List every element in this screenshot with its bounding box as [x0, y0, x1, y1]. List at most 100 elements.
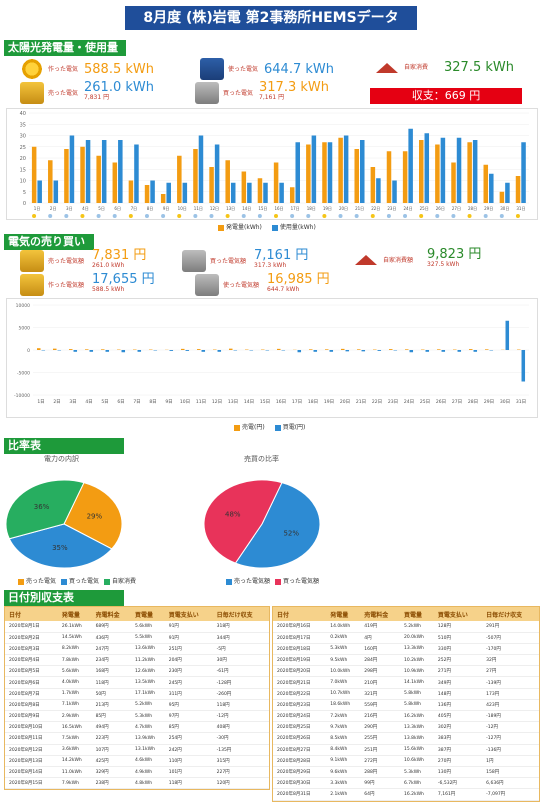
- weather-icon: [435, 214, 440, 218]
- table-row: 2020年8月9日 2.9kWh 85円 5.3kWh 97円 -12円: [5, 710, 269, 723]
- trade-bar-chart: -10000 -5000 0 5000 10000 1日 2日 3日 4日 5日 6日 7日 8日 9日 1…: [14, 303, 529, 405]
- bar-use: [295, 142, 300, 203]
- table-cell: 14.0kWh: [326, 621, 361, 633]
- bar-bought: [201, 350, 206, 352]
- bar-gen: [112, 162, 118, 203]
- legend-sold-label: 売電(円): [242, 424, 265, 431]
- self-money-label: 自家消費額: [383, 256, 414, 264]
- column-header: 日毎だけ収支: [212, 607, 269, 621]
- table-cell: 387円: [433, 744, 483, 756]
- use-value: 644.7 kWh: [264, 61, 334, 77]
- legend-use-label: 使用量(kWh): [279, 224, 316, 231]
- table-cell: 8.2kWh: [57, 643, 92, 656]
- cart-icon: [182, 250, 206, 272]
- table-cell: 128円: [433, 621, 483, 633]
- table-cell: 2020年8月31日: [273, 788, 327, 801]
- use-money-kwh: 644.7 kWh: [267, 286, 300, 293]
- table-cell: 419円: [360, 621, 400, 633]
- table-cell: 223円: [91, 732, 131, 745]
- table-cell: 4.8kWh: [131, 777, 165, 790]
- bar-bought: [345, 350, 350, 352]
- money-bag-icon: [20, 82, 44, 104]
- money-bag-icon: [20, 274, 44, 296]
- bar-bought: [137, 350, 142, 352]
- table-cell: 97円: [164, 710, 213, 723]
- bar-use: [69, 135, 75, 203]
- weather-icon: [144, 214, 149, 218]
- column-header: 買電支払い: [433, 607, 483, 621]
- table-cell: 148円: [433, 688, 483, 700]
- bar-bought: [169, 350, 174, 351]
- buy-yen: 7,161 円: [259, 94, 285, 101]
- table-cell: 9.1kWh: [326, 755, 361, 767]
- x-tick-label: 30日: [500, 206, 509, 211]
- table-cell: 238円: [91, 777, 131, 790]
- table-cell: 12.6kWh: [131, 665, 165, 678]
- table-cell: 2020年8月2日: [5, 632, 58, 644]
- table-cell: 2020年8月19日: [273, 654, 327, 667]
- chart-trade: -10000 -5000 0 5000 10000 1日 2日 3日 4日 5日 6日 7日 8日 9日 1…: [6, 298, 538, 418]
- pie-breakdown: 29% 35% 36%: [5, 479, 123, 569]
- table-row: 2020年8月29日 9.6kWh 288円 5.3kWh 130円 158円: [273, 766, 539, 779]
- x-tick-label: 27日: [452, 206, 461, 211]
- table-cell: 14.5kWh: [57, 632, 92, 644]
- x-tick-label: 3日: [69, 399, 76, 405]
- table-cell: 64円: [360, 788, 400, 801]
- table-cell: -5円: [212, 643, 269, 656]
- bar-gen: [370, 167, 376, 203]
- x-tick-label: 6日: [114, 206, 121, 211]
- table-cell: 2020年8月7日: [5, 688, 58, 700]
- x-tick-label: 16日: [276, 399, 286, 405]
- table-cell: 107円: [91, 744, 131, 756]
- x-tick-label: 8日: [147, 206, 154, 211]
- table-cell: -12円: [482, 721, 539, 734]
- x-tick-label: 2日: [53, 399, 60, 405]
- table-cell: 311円: [164, 688, 213, 700]
- table-cell: 2020年8月30日: [273, 777, 327, 790]
- bought-value: 7,161 円: [254, 248, 309, 263]
- weather-icon: [241, 214, 246, 218]
- table-cell: 13.9kWh: [131, 732, 165, 745]
- bar-gen: [354, 149, 359, 203]
- legend-trade: 売電(円) 買電(円): [234, 422, 305, 431]
- table-cell: -61円: [212, 665, 269, 678]
- weather-icon: [322, 214, 327, 218]
- x-tick-label: 30日: [500, 399, 510, 405]
- table-cell: -30円: [212, 732, 269, 745]
- gen-money: 作った電気額 17,655 円 588.5 kWh: [20, 273, 155, 296]
- table-cell: 50円: [91, 688, 131, 700]
- x-tick-label: 26日: [436, 399, 446, 405]
- table-row: 2020年8月28日 9.1kWh 272円 10.6kWh 270円 1円: [273, 755, 539, 767]
- table-cell: 13.8kWh: [399, 732, 434, 745]
- cart-icon: [195, 274, 219, 296]
- table-cell: 8.4kWh: [326, 744, 361, 756]
- table-cell: 3.6kWh: [57, 744, 92, 756]
- y-tick-label: 0: [23, 201, 26, 207]
- table-cell: 291円: [482, 621, 539, 633]
- sell-yen: 7,831 円: [84, 94, 110, 101]
- bar-bought: [425, 350, 430, 352]
- x-tick-label: 22日: [372, 399, 382, 405]
- bar-bought: [217, 350, 222, 352]
- table-cell: 2020年8月29日: [273, 766, 327, 779]
- weather-icon: [419, 214, 424, 218]
- gen-summary: 作った電気 588.5 kWh: [20, 58, 154, 80]
- bar-sold: [485, 349, 489, 350]
- column-header: 発電量: [57, 607, 92, 621]
- table-cell: 423円: [482, 699, 539, 712]
- table-cell: 349円: [433, 676, 483, 689]
- x-tick-label: 11日: [196, 399, 206, 405]
- column-header: 発電量: [326, 607, 361, 621]
- table-cell: 7.5kWh: [57, 732, 92, 745]
- y-tick-label: 0: [27, 348, 30, 354]
- legend-item-sold-kwh: 売った電気: [18, 576, 56, 585]
- table-cell: 11.0kWh: [57, 766, 92, 779]
- table-cell: 2020年8月6日: [5, 676, 58, 689]
- bar-sold: [389, 349, 393, 350]
- bar-use: [198, 135, 204, 203]
- table-cell: 247円: [91, 643, 131, 656]
- table-cell: 13.3kWh: [399, 643, 434, 656]
- table-cell: 120円: [212, 777, 269, 790]
- table-row: 2020年8月6日 4.0kWh 118円 13.5kWh 245円 -128円: [5, 676, 269, 689]
